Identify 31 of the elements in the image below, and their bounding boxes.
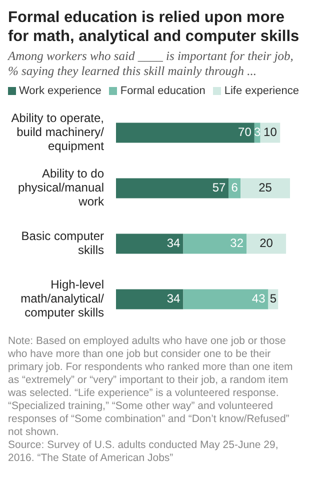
data-label: 10 — [264, 124, 278, 139]
data-label: 5 — [270, 291, 277, 306]
bar — [116, 234, 184, 254]
bar — [183, 289, 268, 310]
bar — [246, 234, 286, 254]
chart-title: Formal education is relied upon more for math, analytical and computer skills — [8, 8, 300, 46]
data-label: 57 — [212, 180, 226, 194]
text: Note: Based on employed adults who have one job or those who have more than one job but consider one to be their primary job. For respondents who ranked more than one item as “extremely” or “very” important to their job, a random item was selected. “Life experience” is a volunteered response. “Specialized training,” “Some other way” and volunteered responses of “Some combination” and “Don’t know/Refused” not shown. — [8, 335, 294, 439]
data-label: 32 — [230, 236, 244, 250]
data-label: 3 — [254, 124, 262, 139]
bar — [116, 122, 254, 143]
legend-label: Work experience — [19, 85, 102, 97]
y-tick-label: High-level math/analytical/ computer skills — [20, 277, 105, 320]
bar — [183, 234, 246, 254]
data-label: 25 — [258, 180, 272, 194]
legend-label: Life experience — [224, 85, 299, 97]
data-label: 43 — [252, 291, 266, 306]
source-note: Source: Survey of U.S. adults conducted May 25-June 29, 2016. “The State of American Jobs” — [8, 439, 280, 465]
y-tick-label: Basic computer skills — [21, 228, 104, 257]
data-label: 34 — [166, 236, 181, 250]
data-label: 70 — [238, 124, 252, 139]
y-tick-label: Ability to operate, build machinery/ equipment — [11, 110, 105, 153]
bar — [240, 178, 290, 198]
bar — [116, 178, 229, 198]
y-tick-label: Ability to do physical/manual work — [18, 166, 105, 208]
legend-label: Formal education — [120, 85, 206, 97]
data-label: 6 — [231, 180, 238, 194]
data-label: 34 — [166, 291, 181, 306]
data-label: 20 — [260, 236, 274, 250]
chart-subtitle: Among workers who said ____ is important for their job, % saying they learned this skill mainly through ... — [8, 49, 294, 79]
bar — [116, 289, 184, 310]
